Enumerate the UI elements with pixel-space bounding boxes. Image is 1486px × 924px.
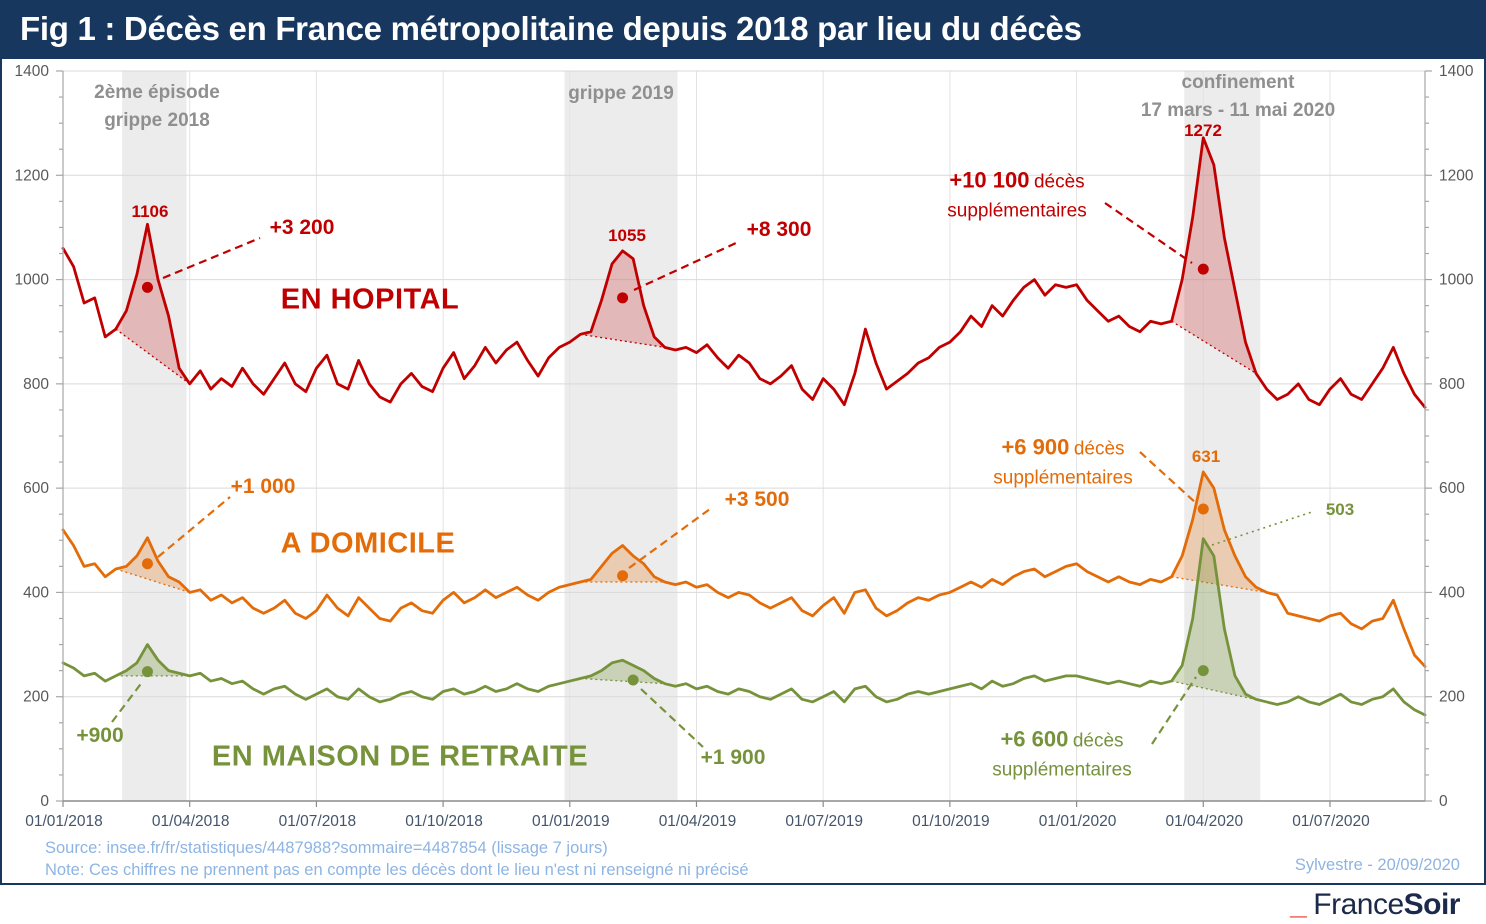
svg-text:01/04/2018: 01/04/2018 — [152, 813, 230, 830]
source-note: Source: insee.fr/fr/statistiques/4487988… — [45, 839, 608, 857]
peak-label-hopital-2020: 1272 — [1184, 121, 1222, 140]
svg-text:200: 200 — [1439, 689, 1465, 706]
excess-retraite-2020-label: +6 600 décès supplémentaires — [992, 726, 1132, 781]
excess-domicile-2019-label: +3 500 — [724, 488, 790, 511]
svg-text:01/04/2020: 01/04/2020 — [1165, 813, 1243, 830]
excess-hopital-2019-label: +8 300 — [746, 218, 812, 241]
svg-text:01/04/2019: 01/04/2019 — [659, 813, 737, 830]
svg-text:400: 400 — [1439, 584, 1465, 601]
series-label-hopital: EN HOPITAL — [280, 283, 460, 316]
excess-domicile-2018-label: +1 000 — [230, 475, 296, 498]
svg-text:1400: 1400 — [1439, 63, 1474, 80]
excess-retraite-2019-label: +1 900 — [700, 746, 766, 769]
excess-retraite-2018-label: +900 — [76, 724, 124, 747]
svg-text:01/01/2020: 01/01/2020 — [1039, 813, 1117, 830]
peak-label-hopital-2019: 1055 — [608, 226, 646, 245]
svg-text:01/01/2018: 01/01/2018 — [25, 813, 103, 830]
band-label-grippe-2019: grippe 2019 — [568, 83, 674, 104]
svg-text:1200: 1200 — [15, 167, 50, 184]
band-label-confinement: confinement 17 mars - 11 mai 2020 — [1140, 72, 1336, 121]
logo-text-soir: Soir — [1403, 888, 1461, 921]
svg-text:400: 400 — [23, 584, 49, 601]
svg-text:800: 800 — [23, 376, 49, 393]
svg-text:1400: 1400 — [15, 63, 50, 80]
svg-text:800: 800 — [1439, 376, 1465, 393]
peak-label-hopital-2018: 1106 — [131, 202, 169, 221]
svg-text:600: 600 — [1439, 480, 1465, 497]
svg-text:01/07/2019: 01/07/2019 — [785, 813, 863, 830]
excess-hopital-2018-label: +3 200 — [269, 216, 335, 239]
svg-text:200: 200 — [23, 689, 49, 706]
svg-text:01/07/2020: 01/07/2020 — [1292, 813, 1370, 830]
logo-text-france: France — [1313, 888, 1404, 921]
method-note: Note: Ces chiffres ne prennent pas en co… — [45, 861, 749, 879]
svg-text:0: 0 — [40, 793, 49, 810]
peak-label-retraite-2020: 503 — [1325, 500, 1355, 519]
svg-text:01/10/2018: 01/10/2018 — [405, 813, 483, 830]
svg-text:01/01/2019: 01/01/2019 — [532, 813, 610, 830]
svg-text:1000: 1000 — [15, 272, 50, 289]
excess-hopital-2020-label: +10 100 décès supplémentaires — [947, 167, 1087, 222]
page-title: Fig 1 : Décès en France métropolitaine d… — [20, 10, 1082, 47]
logo-underscore-mark: _ — [1290, 888, 1307, 921]
svg-text:1000: 1000 — [1439, 272, 1474, 289]
svg-text:01/10/2019: 01/10/2019 — [912, 813, 990, 830]
peak-label-domicile-2020: 631 — [1191, 447, 1221, 466]
excess-domicile-2020-label: +6 900 décès supplémentaires — [993, 434, 1133, 489]
author-credit: Sylvestre - 20/09/2020 — [1294, 856, 1460, 874]
band-label-grippe-2018: 2ème épisode grippe 2018 — [94, 82, 220, 131]
series-label-domicile: A DOMICILE — [280, 527, 456, 560]
svg-text:600: 600 — [23, 480, 49, 497]
francesoir-logo: _ FranceSoir — [1290, 888, 1460, 922]
title-bar: Fig 1 : Décès en France métropolitaine d… — [0, 0, 1486, 57]
svg-text:01/07/2018: 01/07/2018 — [279, 813, 357, 830]
svg-text:1200: 1200 — [1439, 167, 1474, 184]
series-label-retraite: EN MAISON DE RETRAITE — [211, 740, 589, 773]
svg-text:0: 0 — [1439, 793, 1448, 810]
